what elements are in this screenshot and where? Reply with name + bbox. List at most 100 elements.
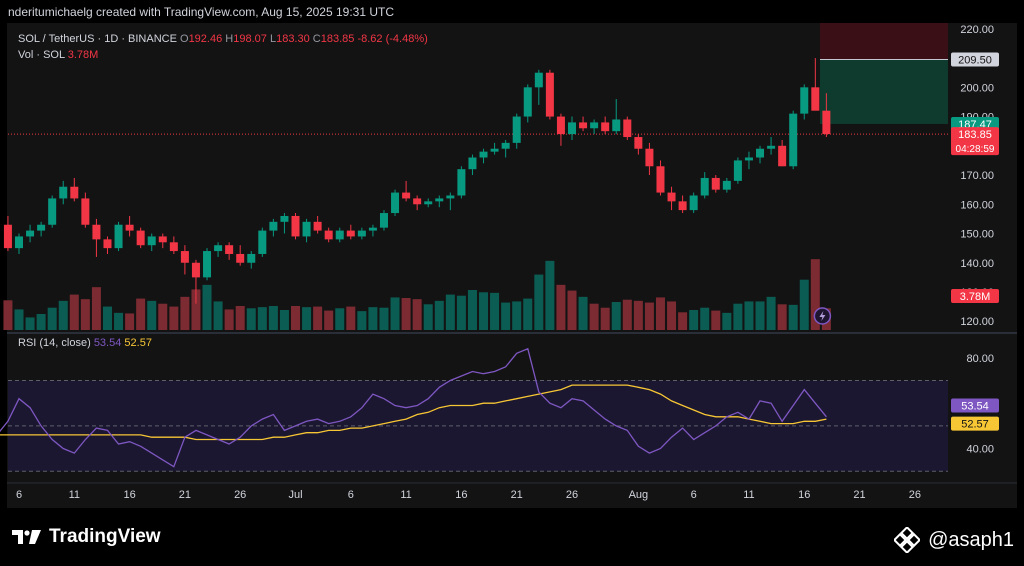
volume-bar	[47, 307, 57, 330]
rsi-axis-tick: 80.00	[966, 353, 994, 365]
candle-body	[435, 198, 444, 202]
binance-logo-icon	[894, 527, 921, 553]
volume-bar	[434, 300, 444, 330]
volume-bar	[611, 302, 621, 330]
volume-bar	[136, 298, 146, 330]
main-legend: SOL / TetherUS · 1D · BINANCE O192.46 H1…	[18, 33, 428, 45]
time-axis-tick: 6	[691, 489, 697, 501]
countdown-label: 04:28:59	[956, 144, 995, 155]
candle-body	[689, 195, 698, 211]
volume-bar	[401, 298, 411, 330]
time-axis-tick: 16	[798, 489, 810, 501]
candle-body	[125, 224, 134, 231]
high-label: H	[225, 33, 234, 45]
volume-bar	[36, 314, 46, 330]
tradingview-logo-icon	[12, 530, 41, 544]
candle-body	[534, 72, 543, 88]
low-value: 183.30	[276, 33, 310, 45]
time-axis-tick: 21	[511, 489, 523, 501]
candle-body	[722, 180, 731, 190]
candle-body	[800, 87, 809, 114]
volume-bar	[268, 306, 278, 330]
volume-bar	[313, 306, 323, 330]
candle-body	[302, 221, 311, 237]
volume-bar	[479, 292, 489, 330]
candle-body	[103, 239, 112, 249]
candle-body	[667, 192, 676, 202]
target-price-label: 209.50	[958, 55, 992, 67]
volume-bar	[324, 310, 334, 330]
volume-bar	[180, 296, 190, 330]
rsi-ma-value-label: 52.57	[961, 419, 989, 431]
candle-body	[634, 137, 643, 149]
volume-bar	[622, 299, 632, 330]
volume-bar	[14, 309, 24, 330]
volume-bar	[423, 304, 433, 330]
volume-bar	[512, 301, 522, 330]
time-axis-tick: Aug	[629, 489, 649, 501]
volume-bar	[80, 299, 90, 330]
close-value: 183.85	[320, 33, 355, 45]
volume-bar	[799, 279, 809, 330]
time-axis-tick: 11	[743, 489, 754, 501]
high-value: 198.07	[233, 33, 267, 45]
candle-body	[767, 145, 776, 149]
candle-body	[81, 198, 90, 225]
volume-bar	[766, 296, 776, 330]
candle-body	[413, 198, 422, 205]
volume-bar	[235, 306, 245, 330]
rsi-legend-value: 53.54	[93, 337, 122, 349]
rsi-legend: RSI (14, close) 53.54 52.57	[18, 337, 152, 349]
volume-bar	[733, 303, 743, 330]
candle-body	[180, 251, 189, 263]
rsi-label[interactable]: RSI (14, close)	[18, 337, 91, 349]
price-axis-tick: 170.00	[960, 170, 994, 182]
brand-name: TradingView	[49, 526, 161, 547]
candle-body	[136, 230, 145, 246]
time-axis-tick: 6	[348, 489, 354, 501]
volume-bar	[169, 306, 179, 330]
candle-body	[822, 110, 831, 135]
candle-body	[191, 262, 200, 278]
candle-body	[556, 116, 565, 135]
candle-body	[468, 157, 477, 170]
candle-body	[789, 113, 798, 167]
price-axis-tick: 140.00	[960, 258, 994, 270]
candle-body	[501, 142, 510, 149]
author-credit: @asaph1	[894, 527, 1014, 553]
credit-handle: @asaph1	[928, 528, 1014, 551]
candle-body	[236, 253, 245, 263]
open-value: 192.46	[188, 33, 223, 45]
volume-bar	[91, 287, 101, 330]
volume-bar	[213, 301, 223, 330]
target-price-label-bg	[951, 52, 999, 67]
time-axis-tick: 26	[566, 489, 578, 501]
candle-body	[568, 122, 576, 135]
rsi-value-label: 53.54	[961, 400, 989, 412]
time-axis-tick: 26	[234, 489, 246, 501]
volume-bar	[191, 289, 201, 330]
rsi-ma-value-label-bg	[951, 416, 999, 431]
candle-body	[490, 148, 499, 152]
symbol-label[interactable]: SOL / TetherUS · 1D · BINANCE	[18, 33, 177, 45]
candle-body	[778, 145, 787, 167]
candle-body	[446, 195, 455, 199]
candle-body	[424, 201, 433, 205]
price-axis-tick: 220.00	[960, 24, 994, 36]
candle-body	[214, 245, 223, 252]
volume-bar	[456, 295, 466, 330]
time-axis-tick: 16	[455, 489, 467, 501]
candle-body	[590, 122, 599, 129]
candle-body	[258, 230, 267, 254]
candle-body	[313, 221, 322, 231]
candle-body	[391, 192, 400, 214]
volume-bar	[633, 300, 643, 330]
volume-bar	[467, 290, 477, 330]
volume-bar	[655, 297, 665, 330]
candle-body	[225, 245, 234, 254]
volume-label[interactable]: Vol · SOL	[18, 49, 65, 61]
candle-body	[291, 215, 300, 237]
price-axis-tick: 120.00	[960, 316, 994, 328]
volume-bar	[810, 259, 820, 330]
